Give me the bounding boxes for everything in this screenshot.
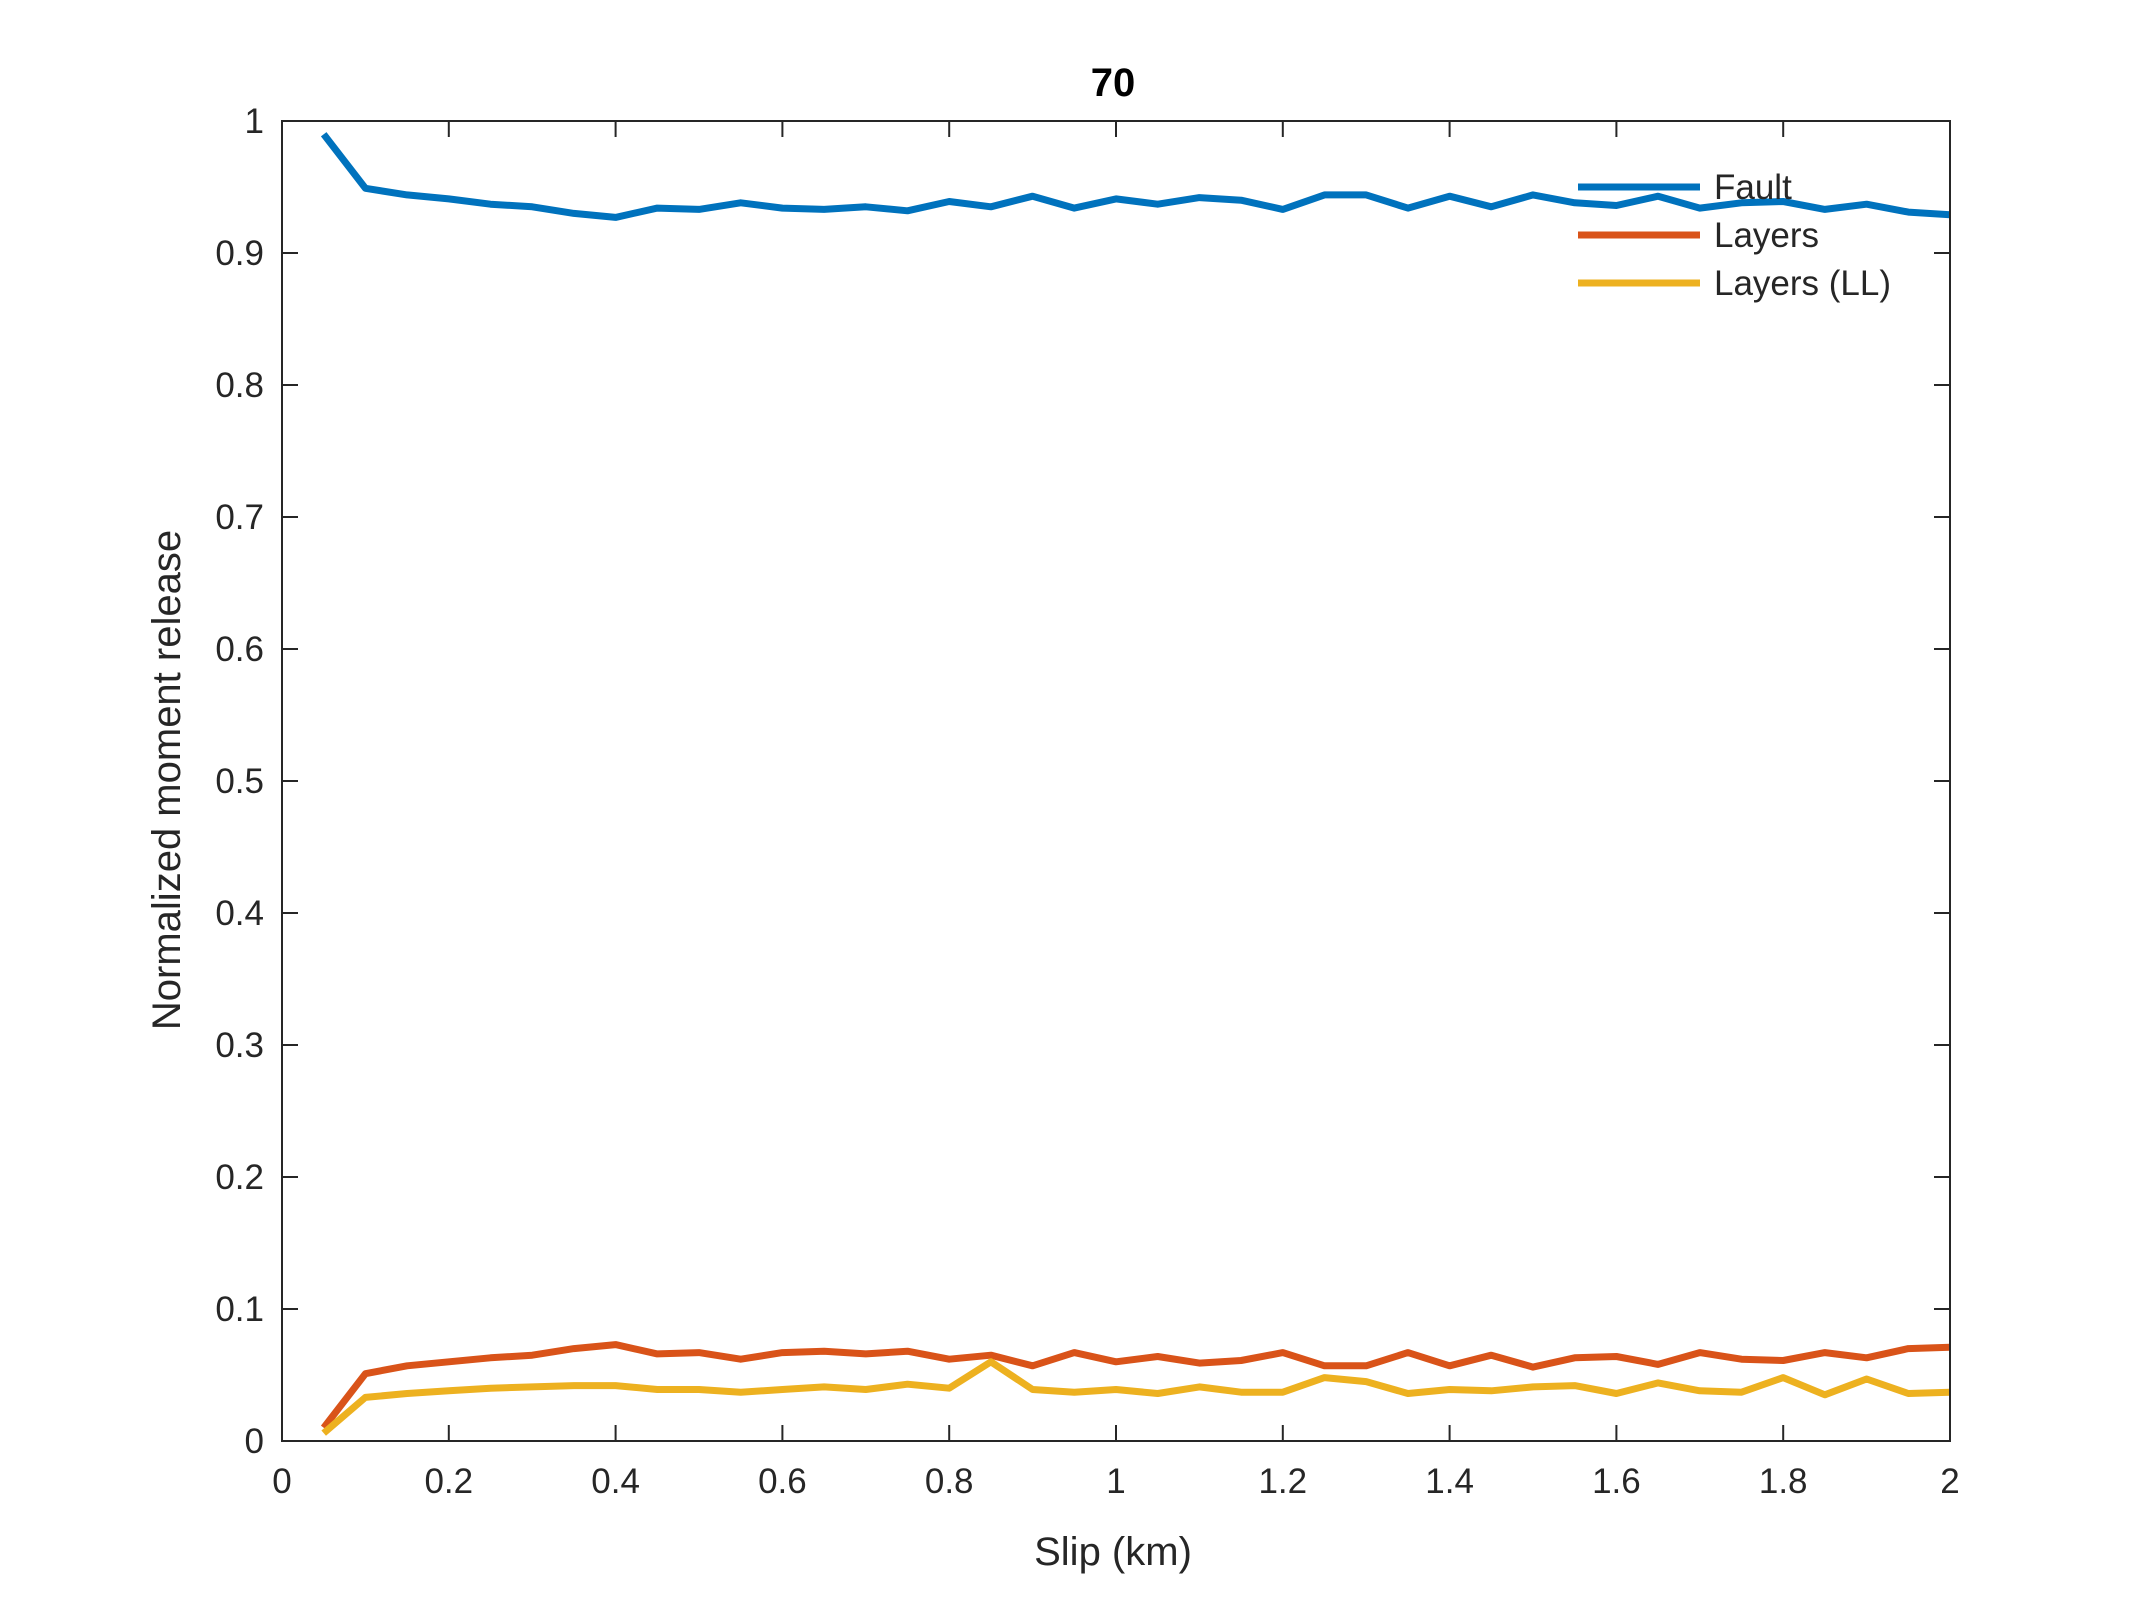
y-tick-label: 0.9 [215, 234, 264, 273]
y-tick-label: 0.2 [215, 1158, 264, 1197]
legend-label-layers: Layers [1714, 216, 1819, 255]
axes-background [282, 121, 1950, 1441]
y-tick-label: 0.7 [215, 498, 264, 537]
y-tick-label: 0.8 [215, 366, 264, 405]
x-tick-label: 0.8 [925, 1462, 974, 1501]
legend-label-fault: Fault [1714, 168, 1792, 207]
y-tick-label: 0.1 [215, 1290, 264, 1329]
y-tick-label: 0.4 [215, 894, 264, 933]
x-tick-label: 1.8 [1759, 1462, 1808, 1501]
y-tick-label: 0.5 [215, 762, 264, 801]
x-tick-label: 1.4 [1425, 1462, 1474, 1501]
x-tick-label: 1.6 [1592, 1462, 1641, 1501]
y-tick-label: 0.6 [215, 630, 264, 669]
y-tick-label: 0 [245, 1422, 264, 1461]
legend-label-layers-ll: Layers (LL) [1714, 264, 1891, 303]
y-tick-label: 1 [245, 102, 264, 141]
series-line-layers [320, 1341, 1951, 1430]
y-axis-label: Normalized moment release [145, 530, 189, 1030]
y-tick-label: 0.3 [215, 1026, 264, 1065]
plot-area: 0 0.2 0.4 0.6 0.8 1 1.2 1.4 1.6 1.8 2 0 0.1 0.2 0.3 0.4… [215, 102, 1959, 1501]
x-tick-label: 0.6 [758, 1462, 807, 1501]
chart-title: 70 [1091, 61, 1136, 105]
legend: Fault Layers Layers (LL) [1578, 168, 1891, 303]
x-tick-label: 0.4 [591, 1462, 640, 1501]
series-line-fault [320, 132, 1951, 221]
series-line-layers-ll [321, 1358, 1951, 1436]
x-tick-label: 2 [1940, 1462, 1959, 1501]
x-axis-label: Slip (km) [1034, 1530, 1192, 1574]
x-tick-label: 0 [272, 1462, 291, 1501]
x-tick-label: 0.2 [424, 1462, 473, 1501]
x-tick-label: 1.2 [1258, 1462, 1307, 1501]
x-tick-label: 1 [1106, 1462, 1125, 1501]
